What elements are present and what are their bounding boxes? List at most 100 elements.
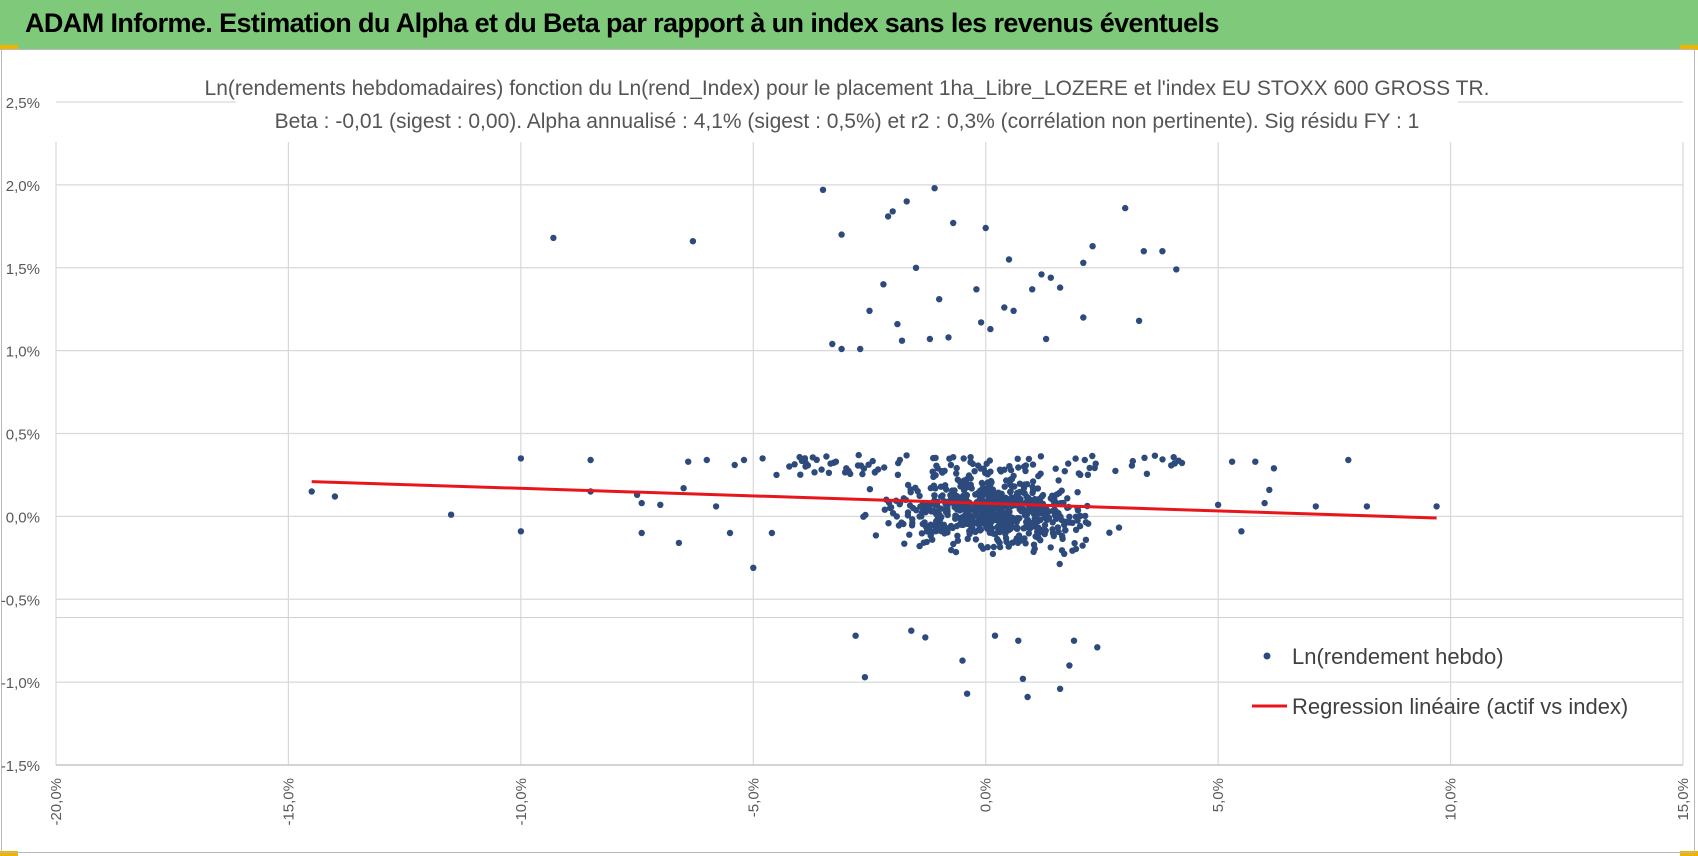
scatter-point (1141, 454, 1148, 461)
scatter-point (1085, 520, 1092, 527)
scatter-point (1037, 470, 1044, 477)
chart-frame (1, 49, 1695, 853)
scatter-point (979, 480, 986, 487)
scatter-point (1041, 530, 1048, 538)
scatter-point (929, 536, 936, 543)
scatter-point (952, 548, 960, 556)
scatter-point (1062, 527, 1069, 534)
scatter-point (963, 690, 971, 697)
scatter-point (1005, 543, 1012, 550)
scatter-point (1074, 507, 1082, 514)
scatter-point (1072, 545, 1080, 553)
report-banner: ADAM Informe. Estimation du Alpha et du … (0, 0, 1698, 50)
scatter-point (1059, 535, 1066, 542)
scatter-point (517, 455, 525, 462)
scatter-point (926, 335, 934, 343)
scatter-point (935, 513, 943, 520)
scatter-point (1001, 304, 1008, 311)
scatter-point (908, 627, 915, 634)
scatter-point (881, 506, 888, 513)
scatter-point (912, 264, 920, 271)
scatter-point (703, 456, 710, 464)
scatter-point (1076, 522, 1084, 530)
scatter-point (999, 504, 1006, 511)
scatter-point (1066, 513, 1073, 520)
scatter-point (1016, 480, 1024, 487)
scatter-point (989, 550, 997, 558)
scatter-point (796, 453, 803, 461)
scatter-point (907, 489, 914, 496)
scatter-point (1001, 496, 1009, 503)
scatter-point (1066, 662, 1073, 669)
scatter-point (811, 469, 818, 476)
scatter-point (1270, 465, 1278, 472)
scatter-point (933, 462, 940, 469)
chart-title: Ln(rendements hebdomadaires) fonction du… (205, 77, 1490, 100)
scatter-point (967, 454, 974, 461)
scatter-point (1261, 499, 1268, 507)
scatter-point (550, 234, 557, 242)
scatter-point (1005, 256, 1013, 263)
scatter-point (894, 471, 902, 478)
x-tick-label: 5,0% (1210, 778, 1227, 812)
scatter-point (950, 219, 957, 227)
scatter-point (913, 507, 920, 514)
scatter-point (1077, 512, 1084, 520)
scatter-point (1173, 266, 1180, 273)
scatter-point (885, 520, 892, 527)
scatter-point (906, 531, 913, 538)
scatter-point (689, 238, 697, 245)
scatter-point (809, 454, 816, 461)
scatter-point (950, 540, 957, 548)
scatter-point (895, 522, 903, 529)
scatter-point (1171, 460, 1178, 467)
scatter-point (1228, 458, 1236, 465)
scatter-point (1029, 478, 1037, 485)
scatter-point (985, 513, 993, 520)
chart-subtitle: Beta : -0,01 (sigest : 0,00). Alpha annu… (275, 110, 1420, 133)
x-tick-label: 15,0% (1675, 778, 1692, 821)
scatter-point (857, 345, 864, 353)
scatter-point (804, 462, 812, 469)
scatter-point (1112, 467, 1119, 475)
scatter-point (906, 502, 914, 509)
scatter-point (1022, 540, 1029, 547)
scatter-point (1070, 637, 1078, 644)
scatter-point (1140, 248, 1148, 255)
scatter-point (997, 515, 1005, 523)
scatter-point (980, 516, 988, 523)
scatter-point (1021, 535, 1028, 542)
scatter-point (1079, 542, 1086, 549)
scatter-point (1039, 491, 1047, 499)
scatter-point (1056, 284, 1064, 291)
scatter-point (996, 543, 1004, 551)
scatter-point (986, 485, 993, 492)
scatter-point (740, 456, 748, 464)
scatter-point (991, 493, 998, 501)
scatter-point (916, 513, 923, 520)
regression-line-group (311, 480, 1437, 520)
scatter-point (984, 479, 991, 486)
scatter-point (903, 452, 910, 459)
scatter-point (886, 504, 894, 512)
scatter-point (976, 495, 984, 502)
scatter-point (1007, 466, 1015, 474)
scatter-point (953, 470, 960, 477)
scatter-point (832, 458, 840, 465)
scatter-point (995, 538, 1002, 545)
scatter-point (1056, 560, 1063, 568)
scatter-point (944, 505, 951, 513)
scatter-point (1018, 508, 1025, 515)
scatter-point (1007, 488, 1014, 496)
scatter-point (1072, 455, 1079, 462)
scatter-point (967, 483, 974, 491)
scatter-point (958, 514, 965, 521)
scatter-point (903, 198, 910, 205)
scatter-point (967, 458, 974, 466)
scatter-point (1026, 525, 1034, 532)
scatter-point (1037, 516, 1044, 524)
scatter-point (977, 487, 984, 494)
scatter-point (1010, 497, 1018, 505)
scatter-point (1159, 248, 1166, 255)
scatter-point (852, 632, 859, 639)
